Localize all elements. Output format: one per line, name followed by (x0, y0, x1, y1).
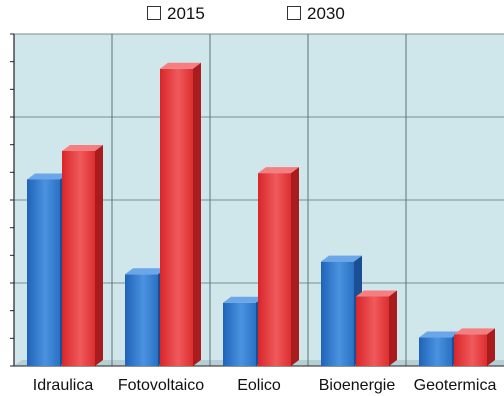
legend-item-2030: 2030 (287, 4, 345, 24)
bar-2030-geotermica (454, 328, 495, 366)
x-tick-label-geotermica: Geotermica (414, 377, 497, 394)
bar-2030-bioenergie (356, 290, 397, 366)
bar-2030-idraulica (62, 144, 103, 366)
x-tick-label-idraulica: Idraulica (33, 377, 94, 394)
bar-2015-bioenergie (321, 255, 362, 366)
x-tick-label-eolico: Eolico (237, 377, 281, 394)
bar-2015-idraulica (27, 173, 68, 366)
bar-2030-eolico (258, 167, 299, 366)
x-tick-label-bioenergie: Bioenergie (319, 377, 396, 394)
legend-swatch-2030 (287, 6, 301, 20)
legend-label-2030: 2030 (307, 4, 345, 23)
bar-2030-fotovoltaico (160, 62, 201, 367)
legend-swatch-2015 (147, 6, 161, 20)
legend-item-2015: 2015 (147, 4, 205, 24)
bar-2015-fotovoltaico (125, 268, 166, 366)
bar-2015-eolico (223, 296, 264, 366)
x-tick-label-fotovoltaico: Fotovoltaico (118, 377, 204, 394)
bar-2015-geotermica (419, 331, 460, 366)
legend-label-2015: 2015 (167, 4, 205, 23)
